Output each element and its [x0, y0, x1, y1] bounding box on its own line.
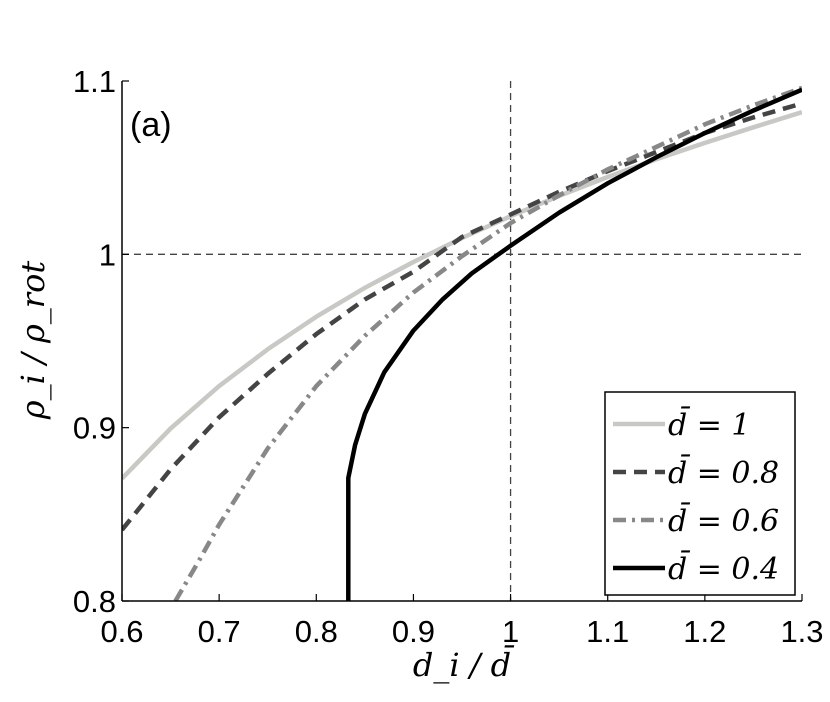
y-tick-label-0: 0.8 [73, 584, 116, 619]
axes [121, 81, 802, 602]
y-tick-label-2: 1 [99, 237, 116, 272]
x-tick-label-1: 0.7 [198, 614, 241, 649]
y-tick-label-1: 0.9 [73, 411, 116, 446]
legend-label-3: d̄ = 0.6 [668, 501, 779, 539]
series-line-4 [346, 87, 802, 601]
x-tick-label-6: 1.2 [683, 614, 726, 649]
x-tick-label-2: 0.8 [295, 614, 338, 649]
x-tick-label-3: 0.9 [392, 614, 435, 649]
series-layer [122, 85, 802, 601]
x-axis-label: d_i / d̄ [413, 645, 515, 684]
panel-label: (a) [130, 106, 172, 144]
x-tick-label-4: 1 [502, 614, 519, 649]
legend-label-1: d̄ = 1 [668, 405, 751, 443]
y-axis-label: ρ_i / ρ_rot [14, 261, 52, 421]
legend: d̄ = 1 d̄ = 0.8 d̄ = 0.6 d̄ = 0.4 [604, 391, 796, 596]
x-tick-label-5: 1.1 [586, 614, 629, 649]
x-tick-label-0: 0.6 [100, 614, 143, 649]
y-tick-label-3: 1.1 [73, 64, 116, 99]
legend-label-4: d̄ = 0.4 [668, 549, 779, 587]
legend-label-2: d̄ = 0.8 [668, 453, 779, 491]
x-tick-label-7: 1.3 [780, 614, 823, 649]
series-line-3 [173, 85, 802, 601]
ticks: 0.6 0.7 0.8 0.9 1 1.1 1.2 1.3 0.8 0.9 1 1.1 [73, 64, 824, 649]
